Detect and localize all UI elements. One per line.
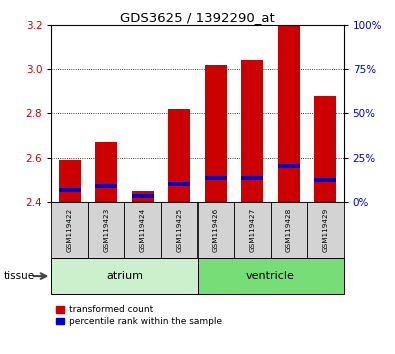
Bar bbox=[205, 65, 227, 202]
Bar bbox=[95, 142, 117, 202]
Bar bbox=[278, 25, 300, 202]
Text: GSM119425: GSM119425 bbox=[176, 208, 182, 252]
Bar bbox=[314, 96, 336, 202]
Bar bbox=[51, 258, 198, 294]
Text: GSM119428: GSM119428 bbox=[286, 208, 292, 252]
Bar bbox=[241, 176, 263, 180]
Bar bbox=[271, 202, 307, 258]
Bar bbox=[168, 182, 190, 186]
Bar bbox=[205, 176, 227, 180]
Text: GSM119426: GSM119426 bbox=[213, 208, 219, 252]
Bar bbox=[234, 202, 271, 258]
Bar bbox=[132, 191, 154, 202]
Text: ventricle: ventricle bbox=[246, 271, 295, 281]
Text: GSM119422: GSM119422 bbox=[67, 208, 73, 252]
Bar bbox=[59, 188, 81, 192]
Text: GDS3625 / 1392290_at: GDS3625 / 1392290_at bbox=[120, 11, 275, 24]
Bar bbox=[88, 202, 124, 258]
Text: tissue: tissue bbox=[4, 271, 35, 281]
Text: GSM119429: GSM119429 bbox=[322, 208, 328, 252]
Bar bbox=[198, 258, 344, 294]
Bar bbox=[161, 202, 198, 258]
Bar bbox=[95, 184, 117, 188]
Text: GSM119424: GSM119424 bbox=[140, 208, 146, 252]
Text: GSM119427: GSM119427 bbox=[249, 208, 255, 252]
Legend: transformed count, percentile rank within the sample: transformed count, percentile rank withi… bbox=[56, 306, 222, 326]
Bar bbox=[314, 178, 336, 182]
Text: GSM119423: GSM119423 bbox=[103, 208, 109, 252]
Bar bbox=[278, 164, 300, 168]
Bar bbox=[241, 60, 263, 202]
Bar bbox=[198, 202, 234, 258]
Bar bbox=[132, 194, 154, 198]
Text: atrium: atrium bbox=[106, 271, 143, 281]
Bar bbox=[307, 202, 344, 258]
Bar bbox=[124, 202, 161, 258]
Bar bbox=[168, 109, 190, 202]
Bar bbox=[59, 160, 81, 202]
Bar bbox=[51, 202, 88, 258]
